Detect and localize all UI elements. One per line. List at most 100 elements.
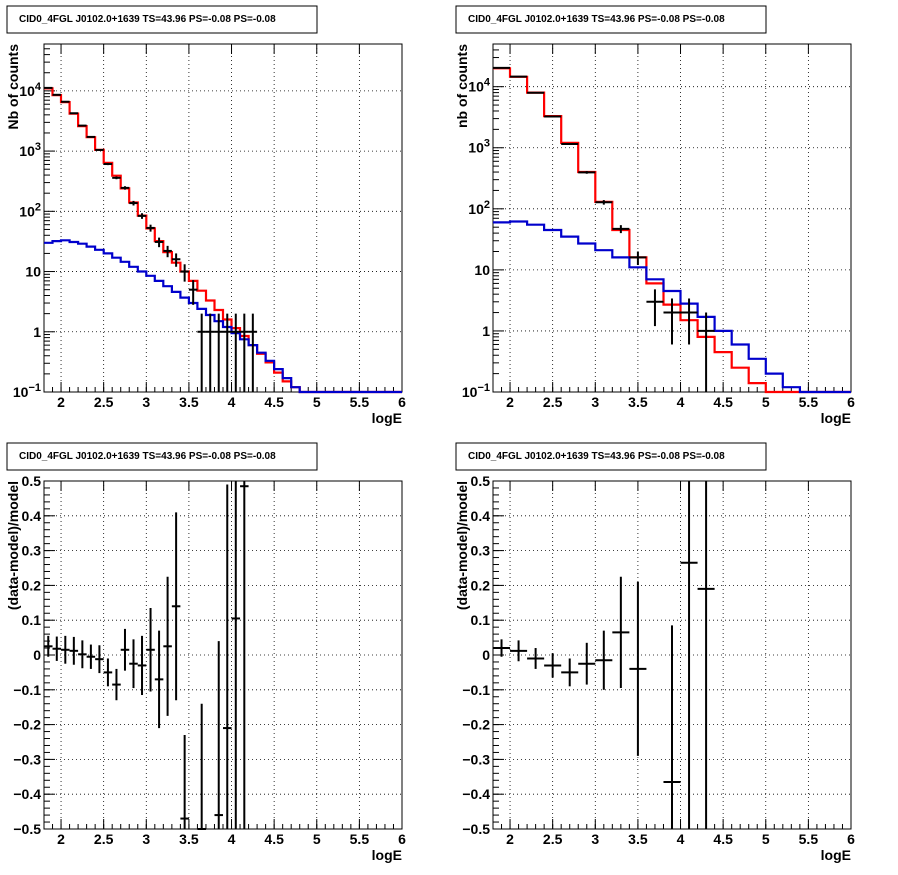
- y-tick-label: −0.2: [13, 717, 41, 733]
- y-tick-label: 10−1: [13, 382, 41, 400]
- x-tick-label: 3: [591, 394, 599, 410]
- y-tick-label: 10: [474, 262, 490, 278]
- x-tick-label: 2.5: [94, 831, 114, 847]
- data-point: [86, 135, 96, 138]
- y-tick-label: 0.3: [471, 543, 491, 559]
- x-tick-label: 2.5: [543, 831, 563, 847]
- series-3: [44, 86, 258, 392]
- plot-frame: [43, 480, 403, 830]
- x-tick-label: 5: [762, 831, 770, 847]
- data-point: [510, 640, 528, 662]
- data-point: [52, 636, 62, 661]
- chart-title: CID0_4FGL J0102.0+1639 TS=43.96 PS=-0.08…: [455, 5, 767, 34]
- x-tick-label: 2.5: [543, 394, 563, 410]
- data-point: [493, 639, 511, 657]
- data-point: [231, 481, 241, 829]
- y-axis-label: (data-model)/model: [454, 481, 470, 610]
- x-tick-label: 2: [506, 831, 514, 847]
- data-point: [129, 200, 138, 206]
- title-box: [455, 5, 767, 34]
- y-tick-label: 103: [19, 141, 41, 159]
- x-tick-label: 5.5: [350, 831, 370, 847]
- series-1: [493, 481, 715, 829]
- data-point: [137, 213, 147, 219]
- data-point: [612, 225, 630, 234]
- y-axis: −0.5 −0.4 −0.3 −0.2 −0.1 0 0.1 0.2 0.3 0.4 0.5: [462, 473, 504, 837]
- data-point: [44, 635, 53, 657]
- data-point: [561, 143, 579, 146]
- data-point: [663, 625, 681, 829]
- y-tick-label: −0.4: [13, 786, 41, 802]
- data-point: [120, 186, 130, 190]
- x-tick-label: 6: [398, 831, 406, 847]
- y-tick-label: 0.2: [471, 577, 491, 593]
- data-point: [78, 124, 87, 127]
- x-tick-label: 3.5: [179, 831, 199, 847]
- data-point: [154, 630, 164, 729]
- title-text: CID0_4FGL J0102.0+1639 TS=43.96 PS=-0.08…: [19, 451, 276, 462]
- chart-title: CID0_4FGL J0102.0+1639 TS=43.96 PS=-0.08…: [6, 5, 318, 34]
- series-1: [44, 481, 249, 830]
- y-tick-label: −0.5: [462, 821, 490, 837]
- data-point: [61, 635, 70, 664]
- x-tick-label: 4: [677, 831, 685, 847]
- data-point: [223, 484, 232, 829]
- data-point: [205, 313, 215, 392]
- y-tick-label: 104: [19, 81, 42, 99]
- y-tick-label: 0: [33, 647, 41, 663]
- data-point: [103, 658, 113, 687]
- y-tick-label: 10: [25, 264, 41, 280]
- x-tick-label: 4.5: [264, 394, 284, 410]
- data-point: [544, 653, 562, 678]
- x-axis-label: logE: [821, 847, 851, 863]
- x-tick-label: 5.5: [350, 394, 370, 410]
- y-tick-label: 0.4: [22, 508, 42, 524]
- y-tick-label: 0.5: [22, 473, 42, 489]
- x-axis: 2 2.5 3 3.5 4 4.5 5 5.5 6: [492, 481, 855, 847]
- y-tick-label: −0.3: [462, 751, 490, 767]
- y-tick-label: −0.4: [462, 786, 490, 802]
- data-point: [95, 148, 104, 151]
- x-tick-label: 2: [506, 394, 514, 410]
- data-point: [544, 115, 562, 118]
- y-tick-label: −0.2: [462, 717, 490, 733]
- y-tick-label: 10−1: [462, 382, 490, 400]
- data-point: [86, 644, 96, 669]
- x-tick-label: 5: [313, 831, 321, 847]
- data-point: [697, 312, 715, 392]
- y-tick-label: −0.1: [462, 682, 490, 698]
- y-tick-label: −0.3: [13, 751, 41, 767]
- x-axis: 2 2.5 3 3.5 4 4.5 5 5.5 6: [43, 44, 406, 410]
- x-tick-label: 4.5: [713, 394, 733, 410]
- data-point: [188, 280, 198, 305]
- y-tick-label: 1: [33, 324, 41, 340]
- y-tick-label: 0.2: [22, 577, 42, 593]
- data-point: [595, 630, 613, 690]
- data-point: [103, 162, 113, 166]
- y-tick-label: −0.5: [13, 821, 41, 837]
- x-tick-label: 2: [57, 394, 65, 410]
- data-point: [527, 91, 545, 94]
- y-axis: 10−1 1 10 102 103 104: [13, 48, 55, 400]
- data-point: [223, 313, 232, 392]
- data-point: [78, 640, 87, 669]
- y-tick-label: 0.4: [471, 508, 491, 524]
- data-point: [129, 639, 138, 689]
- series-line: [44, 239, 402, 394]
- x-tick-label: 6: [847, 394, 855, 410]
- x-tick-label: 3: [591, 831, 599, 847]
- title-text: CID0_4FGL J0102.0+1639 TS=43.96 PS=-0.08…: [468, 14, 725, 25]
- data-point: [214, 313, 223, 392]
- y-tick-label: 0.1: [22, 612, 42, 628]
- x-axis-label: logE: [372, 410, 402, 426]
- chart-panel-2: CID0_4FGL J0102.0+1639 TS=43.96 PS=-0.08…: [454, 5, 855, 426]
- data-point: [578, 171, 596, 174]
- y-tick-label: 0: [482, 647, 490, 663]
- data-point: [61, 100, 70, 103]
- series-2: [44, 239, 402, 394]
- title-box: [455, 442, 767, 471]
- series-3: [493, 66, 715, 392]
- data-point: [69, 636, 79, 665]
- chart-title: CID0_4FGL J0102.0+1639 TS=43.96 PS=-0.08…: [6, 442, 318, 471]
